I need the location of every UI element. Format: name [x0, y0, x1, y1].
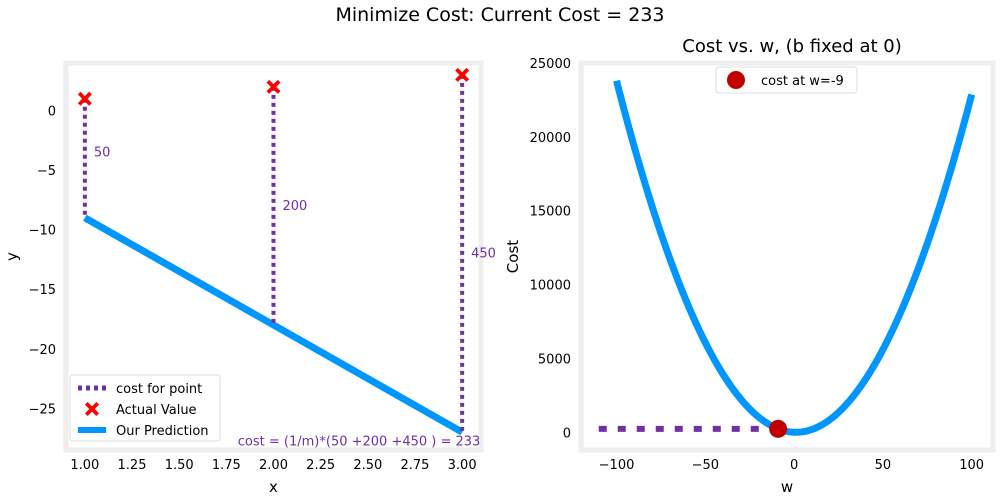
- legend-actual-value-marker: [85, 402, 99, 416]
- left-x-tick-label: 2.75: [401, 458, 430, 473]
- figure-title: Minimize Cost: Current Cost = 233: [335, 4, 664, 26]
- cost-equation-annotation: cost = (1/m)*(50 +200 +450 ) = 233: [238, 434, 481, 449]
- right-y-tick-label: 20000: [530, 131, 571, 146]
- right-legend: cost at w=-9: [715, 66, 858, 94]
- right-marks: [598, 79, 976, 448]
- legend-cost-at-w-label: cost at w=-9: [761, 74, 844, 89]
- right-ticks: −100 −50 0 50 100 0 5000 10000 15000 20000 25000: [530, 57, 984, 473]
- left-x-tick-label: 2.00: [259, 458, 288, 473]
- right-y-tick-label: 10000: [530, 279, 571, 294]
- left-x-tick-label: 3.00: [448, 458, 477, 473]
- left-legend: cost for point Actual Value Our Predicti…: [69, 374, 221, 442]
- left-x-tick-label: 2.50: [353, 458, 382, 473]
- right-legend-box: [715, 66, 858, 94]
- right-y-tick-label: 15000: [530, 205, 571, 220]
- right-y-axis-label: Cost: [504, 240, 522, 273]
- cost-segment-label: 200: [283, 199, 308, 214]
- actual-value-point: [266, 79, 281, 94]
- left-ticks: 1.00 1.25 1.50 1.75 2.00 2.25 2.50 2.75 3.00 0 −5 −…: [29, 105, 477, 473]
- right-y-tick-label: 0: [563, 426, 571, 441]
- left-y-tick-label: −10: [29, 224, 56, 239]
- right-x-tick-label: 50: [875, 458, 892, 473]
- actual-value-point: [77, 91, 92, 106]
- right-x-tick-label: −50: [692, 458, 719, 473]
- right-y-tick-label: 5000: [538, 352, 571, 367]
- cost-curve-chart: Cost vs. w, (b fixed at 0) −100 −50 0 50 100…: [504, 36, 996, 496]
- left-x-axis-label: x: [269, 478, 278, 496]
- right-x-axis-label: w: [781, 478, 793, 496]
- prediction-line: [83, 214, 464, 436]
- right-x-tick-label: 100: [959, 458, 984, 473]
- left-y-tick-label: −20: [29, 343, 56, 358]
- right-chart-title: Cost vs. w, (b fixed at 0): [682, 36, 902, 57]
- cost-segment-label: 50: [94, 145, 111, 160]
- current-cost-point: [769, 419, 788, 438]
- right-y-tick-label: 25000: [530, 57, 571, 72]
- prediction-chart: 1.00 1.25 1.50 1.75 2.00 2.25 2.50 2.75 3.00 0 −5 −…: [3, 60, 496, 496]
- legend-cost-at-w-marker: [727, 71, 745, 89]
- actual-value-point: [455, 67, 470, 82]
- left-x-tick-label: 1.00: [70, 458, 99, 473]
- right-x-tick-label: 0: [790, 458, 798, 473]
- left-x-tick-label: 1.75: [212, 458, 241, 473]
- left-y-tick-label: −25: [29, 402, 56, 417]
- cost-segment-label: 450: [471, 247, 496, 262]
- left-y-axis-label: y: [3, 252, 21, 261]
- left-y-tick-label: −15: [29, 283, 56, 298]
- right-x-tick-label: −100: [599, 458, 635, 473]
- right-axes-frame: [578, 60, 996, 453]
- legend-cost-for-point-label: cost for point: [116, 382, 202, 397]
- left-x-tick-label: 2.25: [306, 458, 335, 473]
- left-axes-frame: [63, 60, 484, 453]
- left-x-tick-label: 1.50: [165, 458, 194, 473]
- legend-x-shape: [85, 402, 99, 416]
- left-marks: 50 200 450: [77, 67, 496, 436]
- legend-our-prediction-label: Our Prediction: [116, 424, 209, 439]
- left-y-tick-label: −5: [37, 164, 56, 179]
- left-x-tick-label: 1.25: [118, 458, 147, 473]
- left-y-tick-label: 0: [48, 105, 56, 120]
- left-legend-box: [69, 374, 221, 442]
- cost-curve: [613, 79, 976, 436]
- legend-actual-value-label: Actual Value: [116, 403, 197, 418]
